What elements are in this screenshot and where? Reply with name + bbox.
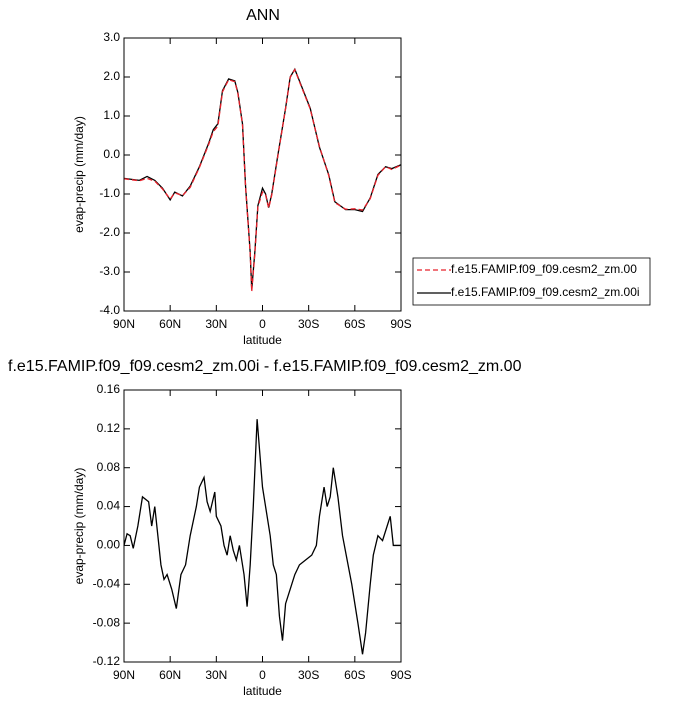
y-axis-label: evap-precip (mm/day): [72, 468, 86, 585]
y-tick-label: -3.0: [99, 264, 120, 278]
x-tick-label: 30S: [298, 317, 319, 331]
x-tick-label: 30N: [205, 317, 227, 331]
y-tick-label: -0.12: [93, 654, 121, 668]
x-tick-label: 60S: [344, 317, 365, 331]
x-tick-label: 30S: [298, 668, 319, 682]
x-tick-label: 90N: [113, 668, 135, 682]
x-tick-label: 0: [259, 317, 266, 331]
plot-frame: [123, 389, 402, 663]
x-tick-label: 90S: [390, 317, 411, 331]
legend-label: f.e15.FAMIP.f09_f09.cesm2_zm.00: [451, 262, 637, 276]
legend-label: f.e15.FAMIP.f09_f09.cesm2_zm.00i: [451, 285, 640, 299]
y-tick-label: -4.0: [99, 303, 120, 317]
x-tick-label: 30N: [205, 668, 227, 682]
data-line: [123, 419, 401, 655]
x-axis-label: latitude: [243, 684, 282, 698]
y-tick-label: -1.0: [99, 186, 120, 200]
x-tick-label: 60N: [159, 668, 181, 682]
chart-title: ANN: [246, 7, 280, 24]
plot-frame: [123, 37, 402, 312]
x-tick-label: 90S: [390, 668, 411, 682]
data-line: [123, 67, 402, 290]
y-tick-label: 0.08: [97, 460, 121, 474]
y-tick-label: 2.0: [103, 69, 120, 83]
legend-box: [412, 257, 651, 306]
y-tick-label: 0.16: [97, 382, 121, 396]
x-axis-label: latitude: [243, 333, 282, 347]
y-axis-label: evap-precip (mm/day): [72, 116, 86, 233]
y-tick-label: 0.12: [97, 421, 121, 435]
y-tick-label: 0.00: [97, 538, 121, 552]
chart-title: f.e15.FAMIP.f09_f09.cesm2_zm.00i - f.e15…: [8, 358, 522, 375]
y-tick-label: 3.0: [103, 30, 120, 44]
x-tick-label: 60S: [344, 668, 365, 682]
x-tick-label: 90N: [113, 317, 135, 331]
y-tick-label: -0.08: [93, 615, 121, 629]
x-tick-label: 0: [259, 668, 266, 682]
y-tick-label: -2.0: [99, 225, 120, 239]
y-tick-label: 1.0: [103, 108, 120, 122]
y-tick-label: -0.04: [93, 576, 121, 590]
x-tick-label: 60N: [159, 317, 181, 331]
y-tick-label: 0.04: [97, 499, 121, 513]
y-tick-label: 0.0: [103, 147, 120, 161]
data-line: [123, 68, 402, 292]
